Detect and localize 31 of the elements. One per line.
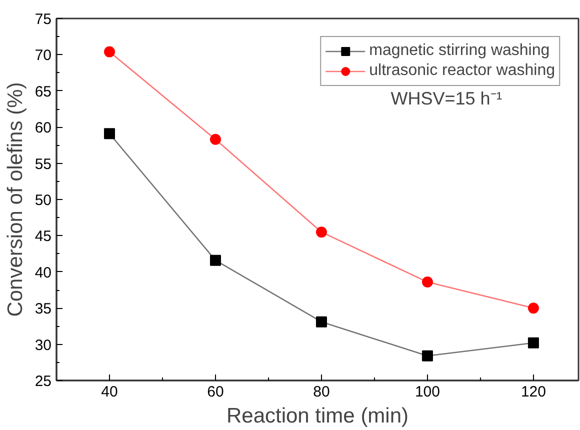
point <box>104 128 115 140</box>
annotation: WHSV=15 h⁻¹ <box>390 88 502 108</box>
point <box>528 302 539 314</box>
x-tick-label: 100 <box>414 384 440 400</box>
point <box>210 134 221 145</box>
point <box>422 276 433 288</box>
y-tick-label: 70 <box>34 47 52 64</box>
legend-label: magnetic stirring washing <box>369 42 550 60</box>
point <box>104 46 115 58</box>
y-tick-label: 25 <box>34 373 52 390</box>
point <box>528 337 539 348</box>
y-tick-label: 35 <box>34 300 52 318</box>
y-tick-label: 55 <box>34 156 52 173</box>
point <box>316 226 327 238</box>
y-tick-label: 75 <box>34 11 52 28</box>
y-tick-label: 45 <box>34 228 52 246</box>
y-tick-label: 40 <box>34 264 52 282</box>
x-tick-label: 60 <box>207 384 224 400</box>
x-axis-title: Reaction time (min) <box>226 404 409 428</box>
y-tick-label: 30 <box>34 336 52 354</box>
point <box>210 254 221 266</box>
point <box>422 350 433 362</box>
legend-label: ultrasonic reactor washing <box>369 62 555 80</box>
point <box>316 316 327 328</box>
y-tick-label: 50 <box>34 192 52 209</box>
y-tick-label: 60 <box>34 120 52 137</box>
y-axis-title: Conversion of olefins (%) <box>4 82 27 317</box>
x-tick-label: 120 <box>520 384 546 400</box>
x-tick-label: 80 <box>313 384 330 400</box>
x-tick-label: 40 <box>101 384 118 400</box>
y-tick-label: 65 <box>34 83 52 100</box>
